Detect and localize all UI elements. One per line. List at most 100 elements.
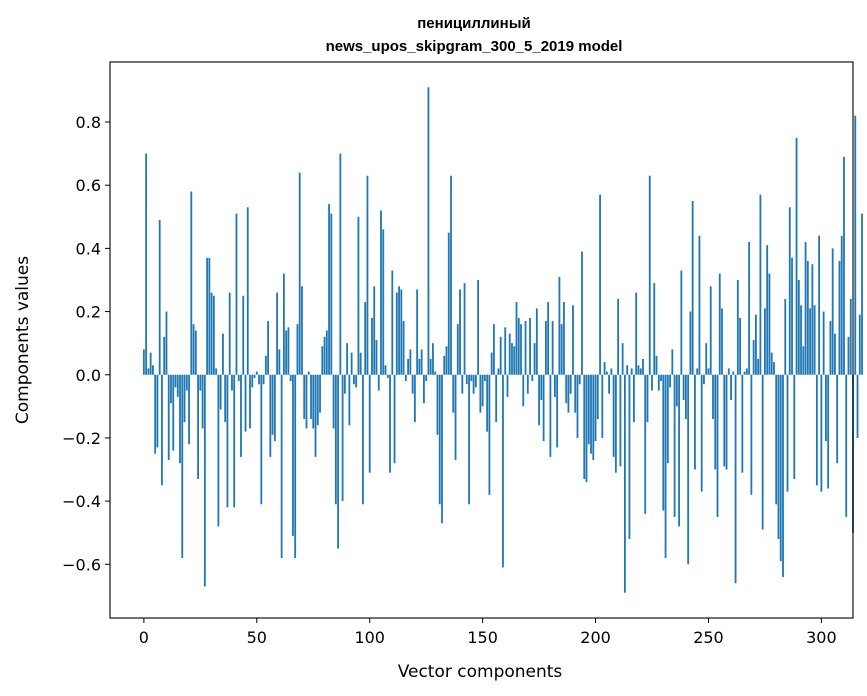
bar-212 bbox=[621, 343, 624, 375]
bar-3 bbox=[149, 352, 152, 375]
bar-148 bbox=[477, 279, 480, 375]
bar-65 bbox=[289, 374, 292, 382]
bar-297 bbox=[813, 305, 816, 375]
bar-150 bbox=[481, 374, 484, 407]
bar-2 bbox=[147, 368, 150, 375]
bar-255 bbox=[718, 273, 721, 375]
bar-50 bbox=[255, 371, 258, 375]
bar-188 bbox=[567, 374, 570, 413]
bar-224 bbox=[648, 175, 651, 375]
bar-75 bbox=[312, 374, 315, 429]
bar-126 bbox=[427, 87, 430, 375]
bar-183 bbox=[556, 374, 559, 448]
bar-116 bbox=[404, 374, 407, 382]
bar-76 bbox=[314, 374, 317, 457]
bar-251 bbox=[709, 286, 712, 375]
bar-181 bbox=[551, 321, 554, 375]
bar-191 bbox=[574, 374, 577, 413]
bar-159 bbox=[502, 374, 504, 568]
bar-142 bbox=[463, 283, 466, 375]
bar-233 bbox=[669, 374, 671, 388]
bar-85 bbox=[334, 374, 337, 505]
bar-24 bbox=[197, 374, 199, 479]
bar-200 bbox=[594, 374, 597, 442]
bar-277 bbox=[768, 273, 771, 375]
bar-118 bbox=[409, 349, 412, 375]
bar-280 bbox=[775, 374, 778, 505]
plot-area-frame bbox=[109, 61, 854, 619]
bar-303 bbox=[827, 374, 830, 489]
bar-156 bbox=[495, 374, 498, 423]
bar-165 bbox=[515, 302, 518, 375]
bar-83 bbox=[330, 213, 333, 375]
bar-222 bbox=[644, 374, 647, 514]
bar-238 bbox=[680, 270, 683, 375]
bar-1 bbox=[145, 153, 148, 375]
bar-195 bbox=[583, 374, 586, 479]
bar-47 bbox=[249, 374, 251, 429]
bar-160 bbox=[504, 327, 507, 375]
bar-73 bbox=[307, 371, 310, 375]
bar-240 bbox=[684, 374, 687, 419]
bar-58 bbox=[273, 374, 276, 442]
bar-272 bbox=[757, 358, 760, 375]
bar-130 bbox=[436, 374, 439, 435]
chart-title-line-1: пенициллиный bbox=[417, 15, 531, 32]
bar-127 bbox=[429, 358, 432, 375]
bar-246 bbox=[698, 235, 701, 375]
bar-57 bbox=[271, 374, 274, 435]
bar-53 bbox=[262, 374, 265, 385]
bar-100 bbox=[368, 374, 371, 473]
bar-30 bbox=[210, 292, 213, 375]
bar-256 bbox=[721, 308, 723, 375]
bar-311 bbox=[845, 374, 848, 517]
bar-270 bbox=[752, 340, 755, 375]
x-axis-label: Vector components bbox=[398, 662, 563, 682]
bar-22 bbox=[192, 324, 195, 375]
bar-186 bbox=[563, 302, 565, 375]
bar-219 bbox=[637, 365, 640, 375]
bar-317 bbox=[858, 314, 861, 375]
bar-249 bbox=[705, 343, 708, 375]
bar-185 bbox=[560, 324, 563, 375]
bar-89 bbox=[343, 374, 346, 394]
bar-110 bbox=[391, 270, 394, 375]
bar-208 bbox=[612, 374, 615, 457]
bar-67 bbox=[294, 374, 297, 558]
bar-264 bbox=[739, 317, 741, 375]
bar-283 bbox=[782, 374, 784, 577]
y-tick-label: 0.4 bbox=[76, 239, 101, 258]
bar-120 bbox=[413, 374, 416, 423]
bar-10 bbox=[165, 311, 168, 375]
bar-153 bbox=[488, 374, 491, 495]
bar-274 bbox=[761, 374, 764, 530]
bar-59 bbox=[276, 292, 279, 375]
bar-5 bbox=[154, 374, 157, 454]
bar-227 bbox=[655, 355, 658, 375]
bar-239 bbox=[682, 374, 685, 401]
bar-87 bbox=[339, 153, 342, 375]
bar-164 bbox=[513, 346, 516, 375]
bar-184 bbox=[558, 276, 561, 375]
bar-209 bbox=[614, 374, 617, 473]
y-tick-label: 0.0 bbox=[76, 366, 101, 385]
bar-292 bbox=[802, 346, 805, 375]
bar-51 bbox=[258, 374, 260, 385]
bar-4 bbox=[152, 365, 154, 375]
bar-199 bbox=[592, 374, 595, 461]
bar-229 bbox=[660, 374, 662, 382]
bar-187 bbox=[565, 374, 568, 404]
bar-258 bbox=[725, 374, 728, 470]
bar-304 bbox=[829, 321, 832, 375]
bar-64 bbox=[287, 327, 290, 375]
bar-77 bbox=[316, 374, 319, 426]
bar-99 bbox=[366, 175, 369, 375]
bar-161 bbox=[506, 374, 509, 397]
bar-154 bbox=[490, 352, 493, 375]
bar-223 bbox=[646, 374, 649, 423]
bar-18 bbox=[183, 374, 186, 423]
x-tick-label: 100 bbox=[354, 628, 385, 647]
bar-225 bbox=[651, 374, 653, 391]
bar-122 bbox=[418, 358, 421, 375]
